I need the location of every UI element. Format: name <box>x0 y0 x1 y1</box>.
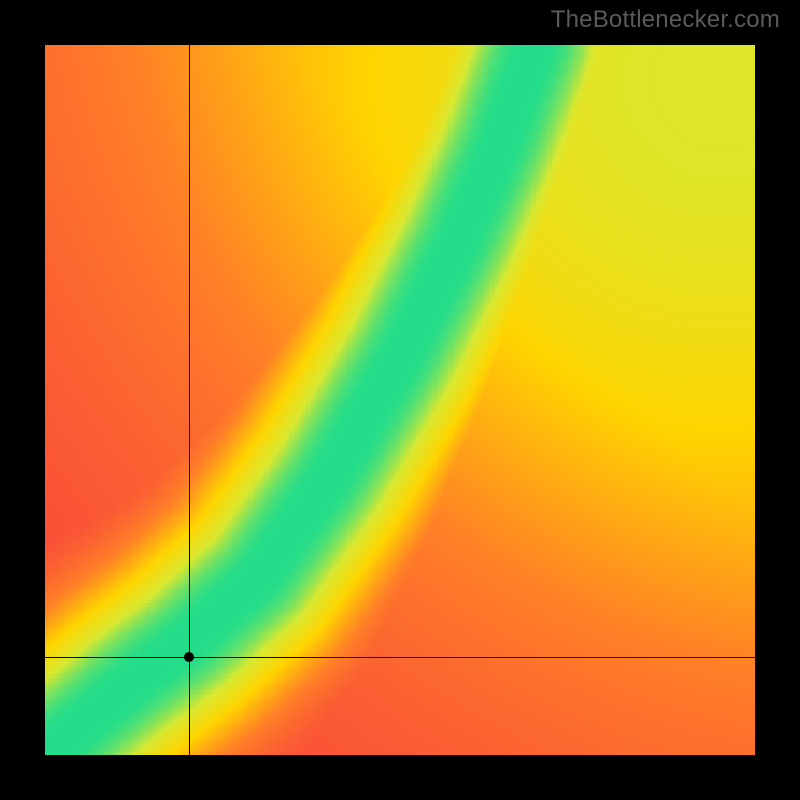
heatmap-canvas <box>45 45 755 755</box>
heatmap-plot <box>45 45 755 755</box>
watermark-text: TheBottlenecker.com <box>551 6 780 34</box>
